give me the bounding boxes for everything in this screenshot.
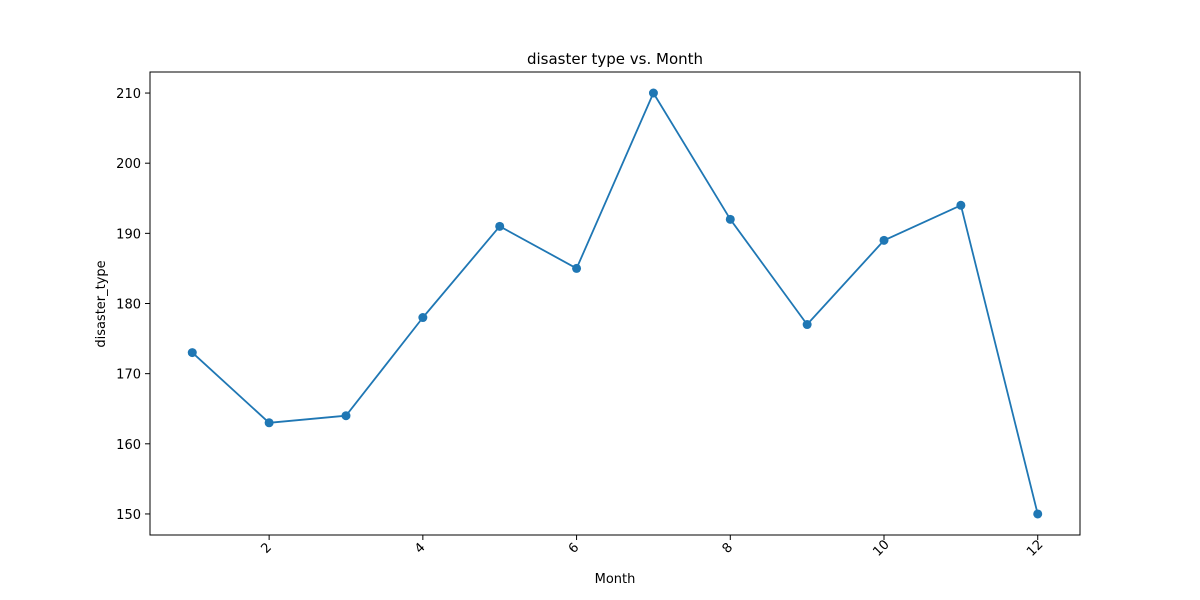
x-tick-label: 2	[258, 540, 274, 556]
data-point	[879, 235, 889, 245]
data-point	[572, 263, 582, 273]
data-point	[341, 411, 351, 421]
y-axis-title: disaster_type	[94, 260, 109, 347]
data-point	[187, 348, 197, 358]
data-point	[802, 320, 812, 330]
x-tick-label: 8	[720, 540, 736, 556]
data-point	[418, 313, 428, 323]
y-tick-label: 210	[116, 87, 141, 102]
y-tick-label: 160	[116, 438, 141, 453]
y-tick-label: 190	[116, 227, 141, 242]
x-tick-label: 10	[870, 537, 892, 559]
data-point	[495, 221, 505, 231]
data-point	[648, 88, 658, 98]
data-point	[725, 214, 735, 224]
y-tick-label: 180	[116, 298, 141, 313]
data-point	[956, 200, 966, 210]
plot-frame	[149, 71, 1081, 536]
y-tick-label: 170	[116, 368, 141, 383]
plot-area: 150 160 170 180 190 200 210 2 4 6 8 10 12	[116, 71, 1081, 560]
x-tick-label: 12	[1024, 537, 1046, 559]
y-tick-label: 200	[116, 157, 141, 172]
x-axis-title: Month	[595, 572, 636, 587]
series-line	[191, 92, 1039, 515]
data-point	[1033, 509, 1043, 519]
x-tick-label: 4	[412, 540, 428, 556]
chart-title: disaster type vs. Month	[527, 50, 703, 68]
y-tick-label: 150	[116, 508, 141, 523]
data-point	[264, 418, 274, 428]
x-tick-label: 6	[566, 540, 582, 556]
